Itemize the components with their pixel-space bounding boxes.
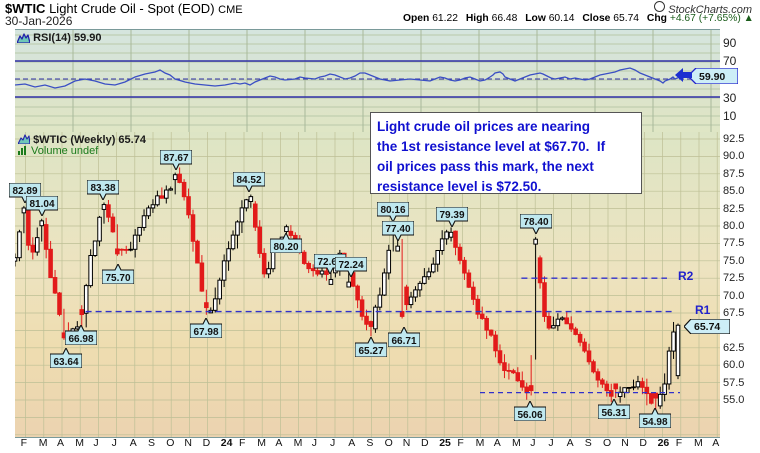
svg-text:63.64: 63.64	[53, 357, 78, 368]
svg-text:78.40: 78.40	[524, 217, 549, 228]
svg-text:80.20: 80.20	[274, 242, 299, 253]
svg-text:72.24: 72.24	[338, 260, 363, 271]
svg-text:59.90: 59.90	[699, 71, 725, 83]
svg-text:83.38: 83.38	[91, 183, 116, 194]
svg-text:84.52: 84.52	[236, 175, 261, 186]
svg-text:65.27: 65.27	[358, 346, 383, 357]
svg-text:75.70: 75.70	[105, 273, 130, 284]
svg-text:79.39: 79.39	[439, 210, 464, 221]
svg-text:81.04: 81.04	[30, 199, 55, 210]
svg-text:80.16: 80.16	[380, 205, 405, 216]
svg-text:56.06: 56.06	[517, 410, 542, 421]
svg-text:66.98: 66.98	[68, 334, 93, 345]
svg-text:66.71: 66.71	[392, 336, 417, 347]
svg-text:65.74: 65.74	[694, 321, 720, 333]
svg-text:67.98: 67.98	[193, 327, 218, 338]
svg-text:77.40: 77.40	[385, 224, 410, 235]
svg-text:56.31: 56.31	[602, 408, 627, 419]
svg-text:87.67: 87.67	[163, 153, 188, 164]
svg-text:54.98: 54.98	[642, 417, 667, 428]
